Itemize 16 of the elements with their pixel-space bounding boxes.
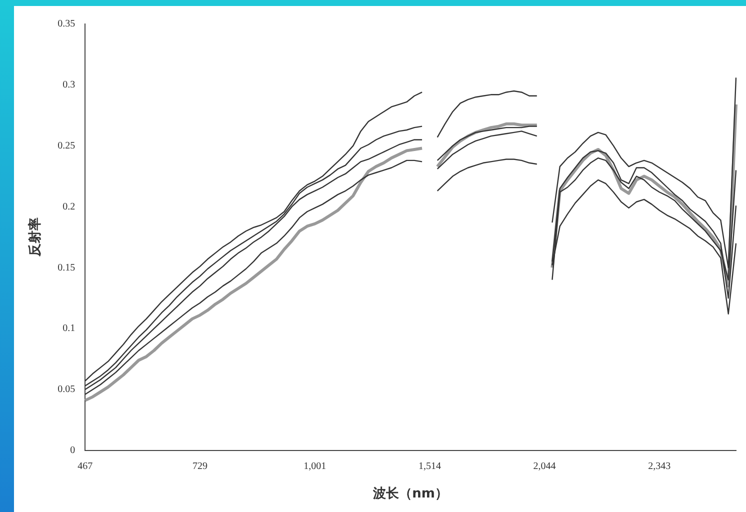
x-tick-label: 467 [78, 461, 93, 472]
x-tick-label: 2,044 [533, 461, 556, 472]
y-tick-label: 0.25 [58, 140, 76, 152]
y-axis-title: 反射率 [27, 218, 44, 258]
y-tick-label: 0.3 [62, 80, 76, 91]
x-tick-label: 1,001 [304, 461, 326, 472]
y-tick-label: 0.1 [62, 323, 76, 334]
x-tick-label: 729 [192, 461, 208, 472]
y-tick-label: 0.15 [58, 262, 76, 274]
y-tick-label: 0.05 [58, 384, 76, 396]
x-tick-label: 1,514 [418, 461, 441, 472]
x-axis-title: 波长（nm） [372, 486, 448, 502]
x-tick-label: 2,343 [648, 461, 671, 472]
y-tick-label: 0.35 [58, 18, 76, 30]
y-tick-label: 0 [70, 445, 76, 456]
y-tick-label: 0.2 [62, 201, 76, 212]
